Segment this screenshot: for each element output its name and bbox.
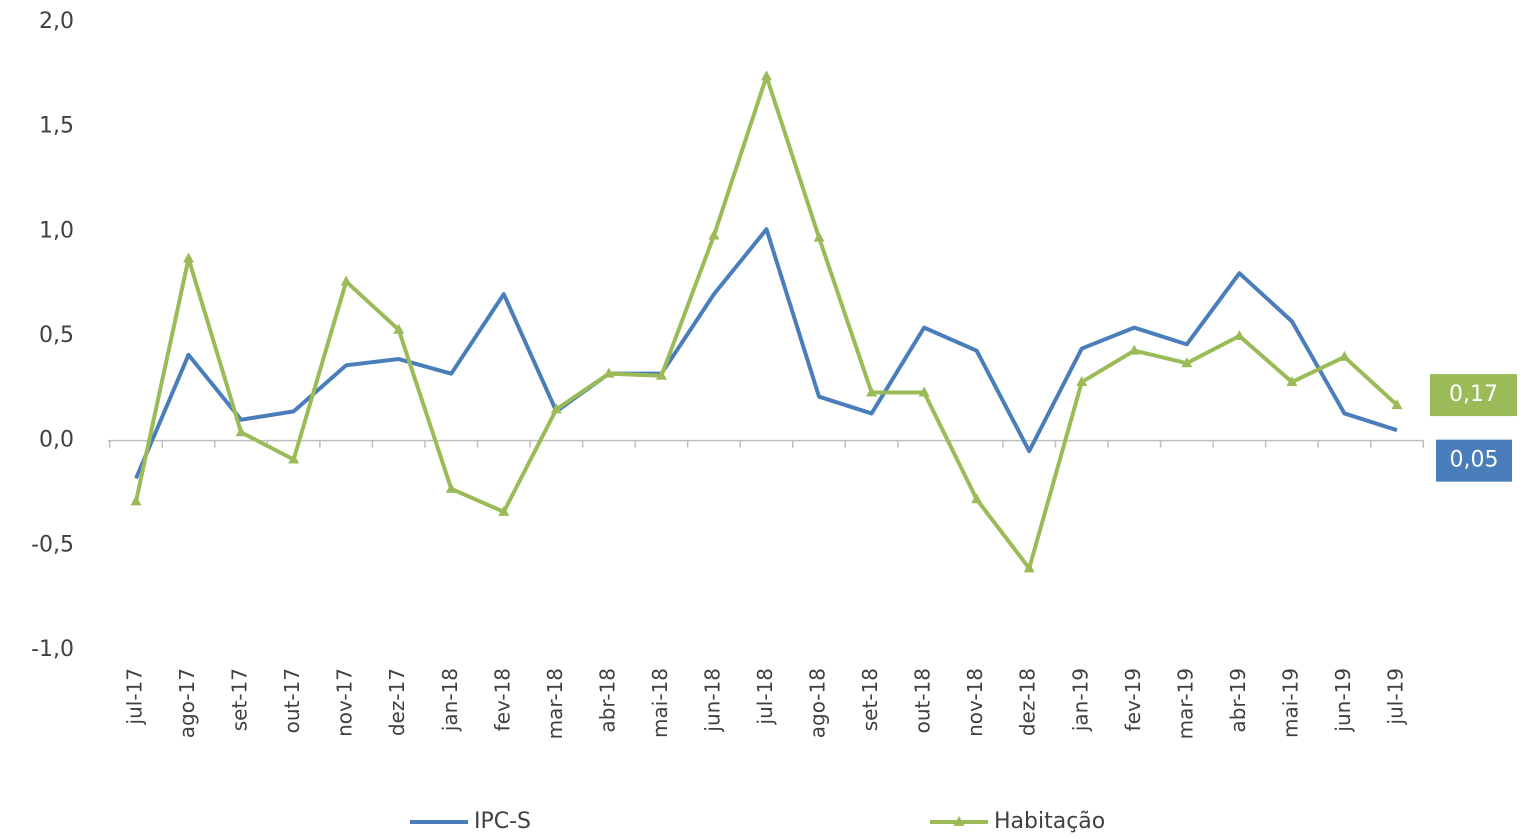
point-marker	[655, 369, 667, 380]
x-tick-label: jun-19	[1331, 668, 1355, 733]
legend-marker	[953, 816, 965, 826]
point-marker	[761, 70, 772, 81]
series-line	[134, 227, 1398, 480]
point-marker	[1391, 399, 1403, 410]
point-marker	[130, 495, 142, 506]
x-tick-label: jul-19	[1384, 668, 1408, 725]
point-marker	[813, 231, 825, 242]
x-tick-label: abr-18	[595, 668, 619, 733]
point-marker	[288, 453, 300, 464]
data-label: 0,17	[1449, 382, 1498, 407]
point-marker	[1233, 330, 1245, 340]
y-tick-label: 1,0	[39, 218, 74, 243]
point-marker	[708, 229, 720, 240]
data-label-box	[1436, 439, 1512, 482]
point-marker	[603, 367, 615, 378]
x-tick-label: ago-18	[806, 668, 830, 738]
x-tick-label: mar-19	[1173, 668, 1197, 739]
x-tick-label: nov-17	[333, 668, 357, 737]
x-tick-label: set-18	[858, 668, 882, 731]
x-tick-label: dez-17	[385, 668, 409, 736]
point-marker	[1128, 344, 1140, 355]
point-marker	[183, 252, 195, 263]
x-tick-label: jan-18	[438, 668, 462, 732]
point-marker	[1023, 562, 1035, 573]
x-tick-label: mar-18	[543, 668, 567, 739]
point-marker	[971, 493, 983, 504]
point-marker	[340, 275, 352, 286]
y-tick-label: 0,5	[39, 323, 74, 348]
y-tick-label: 0,0	[39, 428, 74, 453]
y-tick-label: -0,5	[31, 532, 74, 557]
point-marker	[445, 482, 457, 493]
x-tick-label: out-18	[911, 668, 935, 733]
legend-label: Habitação	[994, 809, 1105, 834]
point-marker	[1286, 376, 1298, 387]
x-tick-label: jan-19	[1068, 668, 1092, 732]
point-marker	[498, 505, 510, 516]
x-tick-label: fev-19	[1121, 668, 1145, 731]
legend-label: IPC-S	[474, 809, 531, 834]
point-marker	[918, 386, 930, 397]
x-tick-label: mai-18	[648, 668, 672, 738]
point-marker	[235, 426, 247, 437]
x-tick-label: ago-17	[175, 668, 199, 738]
x-tick-label: mai-19	[1278, 668, 1302, 738]
x-tick-label: jul-17	[123, 668, 147, 725]
x-tick-label: jun-18	[700, 668, 724, 733]
x-tick-label: out-17	[280, 668, 304, 733]
x-tick-label: dez-18	[1016, 668, 1040, 736]
y-tick-label: -1,0	[31, 637, 74, 662]
series-line	[134, 74, 1399, 571]
y-tick-label: 1,5	[39, 114, 74, 139]
point-marker	[866, 386, 878, 397]
point-marker	[393, 323, 405, 334]
x-tick-label: abr-19	[1226, 668, 1250, 733]
x-tick-label: set-17	[228, 668, 252, 731]
x-tick-label: nov-18	[963, 668, 987, 737]
point-marker	[1338, 350, 1350, 361]
data-label-box	[1430, 374, 1517, 417]
x-tick-label: fev-18	[490, 668, 514, 731]
point-marker	[1181, 357, 1193, 368]
x-tick-label: jul-18	[753, 668, 777, 725]
point-marker	[1076, 376, 1088, 387]
data-label: 0,05	[1450, 448, 1499, 473]
y-tick-label: 2,0	[39, 9, 74, 34]
point-marker	[550, 403, 562, 414]
